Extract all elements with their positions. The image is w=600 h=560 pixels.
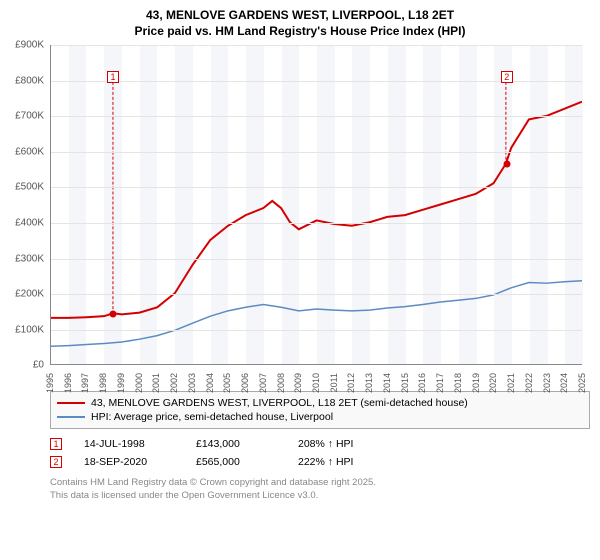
legend-row: HPI: Average price, semi-detached house,…: [57, 410, 583, 424]
gridline: [51, 187, 582, 188]
x-axis-label: 2001: [151, 373, 161, 393]
x-axis-label: 2002: [169, 373, 179, 393]
records-table: 1 14-JUL-1998 £143,000 208% ↑ HPI 2 18-SEP-20…: [50, 435, 590, 471]
x-axis-label: 2020: [488, 373, 498, 393]
y-axis-label: £300K: [15, 253, 44, 264]
x-axis-label: 2010: [311, 373, 321, 393]
x-axis-label: 2004: [205, 373, 215, 393]
record-marker: 1: [50, 438, 62, 450]
gridline: [51, 294, 582, 295]
record-price: £143,000: [196, 438, 276, 450]
title-line-2: Price paid vs. HM Land Registry's House …: [10, 24, 590, 40]
x-axis-label: 2016: [417, 373, 427, 393]
x-axis-label: 1997: [80, 373, 90, 393]
marker-dot: [503, 161, 510, 168]
legend-label: HPI: Average price, semi-detached house,…: [91, 411, 333, 423]
legend-row: 43, MENLOVE GARDENS WEST, LIVERPOOL, L18…: [57, 396, 583, 410]
x-axis-label: 2003: [187, 373, 197, 393]
x-axis-label: 1998: [98, 373, 108, 393]
x-axis-label: 2005: [222, 373, 232, 393]
y-axis-label: £700K: [15, 111, 44, 122]
x-axis-label: 2013: [364, 373, 374, 393]
legend-label: 43, MENLOVE GARDENS WEST, LIVERPOOL, L18…: [91, 397, 468, 409]
record-row: 1 14-JUL-1998 £143,000 208% ↑ HPI: [50, 435, 590, 453]
attribution-line-2: This data is licensed under the Open Gov…: [50, 490, 590, 502]
x-axis-label: 2018: [453, 373, 463, 393]
chart-area: £0 £100K £200K £300K £400K £500K £600K £700K £80…: [10, 45, 590, 385]
gridline: [51, 116, 582, 117]
y-axis-label: £100K: [15, 324, 44, 335]
x-axis-label: 2017: [435, 373, 445, 393]
x-axis-label: 2009: [293, 373, 303, 393]
attribution-line-1: Contains HM Land Registry data © Crown c…: [50, 477, 590, 489]
gridline: [51, 259, 582, 260]
x-axis-label: 1996: [63, 373, 73, 393]
record-price: £565,000: [196, 456, 276, 468]
y-axis-label: £200K: [15, 289, 44, 300]
marker-dot: [110, 311, 117, 318]
legend-swatch: [57, 402, 85, 404]
x-axis-label: 2025: [577, 373, 587, 393]
x-axis-label: 2006: [240, 373, 250, 393]
x-axis-label: 2000: [134, 373, 144, 393]
attribution: Contains HM Land Registry data © Crown c…: [50, 477, 590, 502]
record-marker: 2: [50, 456, 62, 468]
gridline: [51, 223, 582, 224]
record-date: 18-SEP-2020: [84, 456, 174, 468]
x-axis-label: 2021: [506, 373, 516, 393]
x-axis-label: 2022: [524, 373, 534, 393]
x-axis-label: 1999: [116, 373, 126, 393]
record-change: 208% ↑ HPI: [298, 438, 353, 450]
x-axis-label: 2019: [471, 373, 481, 393]
x-axis-label: 2014: [382, 373, 392, 393]
record-date: 14-JUL-1998: [84, 438, 174, 450]
y-axis-label: £800K: [15, 75, 44, 86]
x-axis-label: 2024: [559, 373, 569, 393]
marker-label: 1: [107, 71, 119, 83]
title-line-1: 43, MENLOVE GARDENS WEST, LIVERPOOL, L18…: [10, 8, 590, 24]
x-axis-label: 2008: [276, 373, 286, 393]
x-axis-label: 2011: [329, 373, 339, 392]
series-price_paid: [51, 102, 582, 318]
gridline: [51, 152, 582, 153]
x-axis-label: 2023: [542, 373, 552, 393]
y-axis-label: £0: [33, 360, 44, 371]
x-axis-label: 2007: [258, 373, 268, 393]
record-row: 2 18-SEP-2020 £565,000 222% ↑ HPI: [50, 453, 590, 471]
y-axis-label: £400K: [15, 217, 44, 228]
record-change: 222% ↑ HPI: [298, 456, 353, 468]
x-axis-label: 2012: [346, 373, 356, 393]
x-axis-label: 2015: [400, 373, 410, 393]
y-axis-label: £500K: [15, 182, 44, 193]
x-axis-label: 1995: [45, 373, 55, 393]
gridline: [51, 330, 582, 331]
y-axis-label: £900K: [15, 40, 44, 51]
legend: 43, MENLOVE GARDENS WEST, LIVERPOOL, L18…: [50, 391, 590, 429]
chart-title: 43, MENLOVE GARDENS WEST, LIVERPOOL, L18…: [10, 8, 590, 39]
y-axis-label: £600K: [15, 146, 44, 157]
gridline: [51, 45, 582, 46]
legend-swatch: [57, 416, 85, 418]
marker-label: 2: [501, 71, 513, 83]
